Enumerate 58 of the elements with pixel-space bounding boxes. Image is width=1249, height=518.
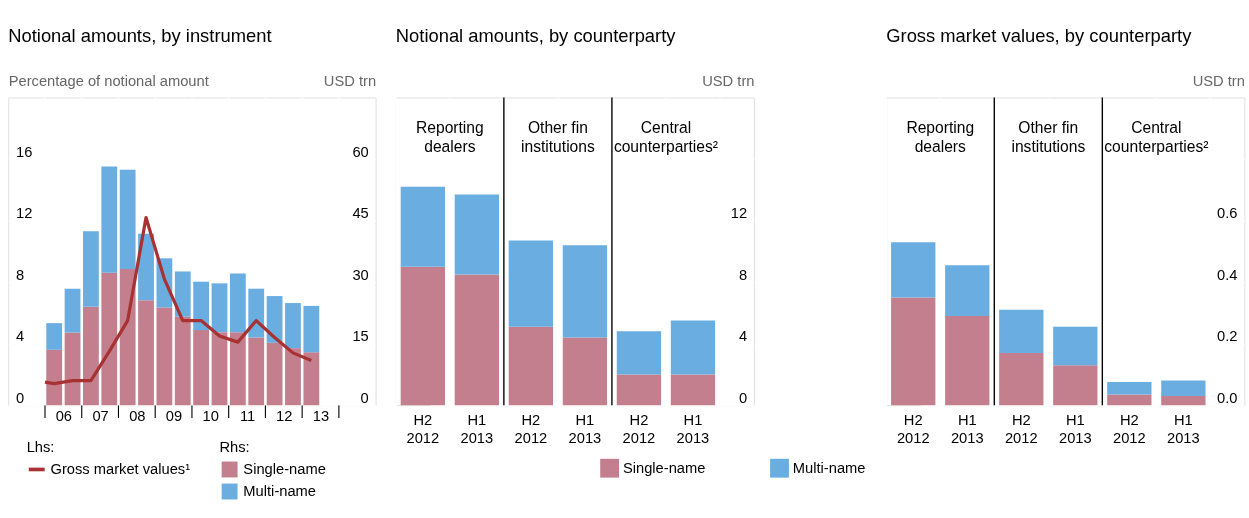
x-tick-label: H1 2013: [460, 411, 494, 447]
x-tick-label: H2 2012: [514, 411, 548, 447]
y2-tick-label: 30: [352, 266, 369, 283]
x-tick-label: H1 2013: [950, 411, 984, 447]
annotation: Central counterparties²: [1104, 118, 1209, 156]
x-tick-label: H2 2012: [896, 411, 930, 447]
y-tick-label: 8: [738, 266, 748, 283]
x-tick-label: 08: [129, 408, 146, 425]
y-tick-label: 8: [16, 266, 25, 283]
y-tick-label: 4: [16, 328, 25, 345]
x-tick-label: H2 2012: [406, 411, 440, 447]
x-tick-label: 10: [202, 408, 219, 425]
x-tick-label: H2 2012: [622, 411, 656, 447]
y-tick-label: 0: [738, 389, 748, 406]
x-tick-label: 07: [92, 408, 109, 425]
y-tick-label: 0: [16, 389, 25, 406]
y-axis-title: USD trn: [702, 73, 755, 90]
x-tick-label: 06: [55, 408, 72, 425]
x-tick-label: 09: [165, 408, 183, 425]
chart-title: Notional amounts, by counterparty: [395, 25, 677, 47]
x-tick-label: 11: [239, 408, 256, 425]
y-tick-label: 12: [730, 205, 748, 222]
x-tick-label: 13: [312, 408, 330, 425]
annotation: Central counterparties²: [613, 118, 718, 156]
legend-label: Multi-name: [243, 483, 317, 500]
y-tick-label: 16: [16, 143, 33, 160]
y2-tick-label: 60: [352, 143, 369, 160]
chart-title: Notional amounts, by instrument: [8, 25, 272, 47]
y-tick-label: 0.6: [1217, 205, 1238, 222]
chart-title: Gross market values, by counterparty: [886, 25, 1193, 47]
legend-label: Single-name: [243, 461, 326, 478]
legend-label: Multi-name: [792, 459, 866, 476]
y2-tick-label: 45: [352, 205, 369, 222]
text: Rhs:: [219, 439, 250, 456]
y-tick-label: 12: [16, 205, 33, 222]
x-tick-label: 12: [276, 408, 293, 425]
x-tick-label: H1 2013: [568, 411, 602, 447]
y-axis-title: Percentage of notional amount: [8, 73, 209, 90]
legend-label: Single-name: [622, 459, 706, 476]
x-tick-label: H1 2013: [676, 411, 710, 447]
y2-tick-label: 0: [360, 389, 369, 406]
annotation: Other fin institutions: [521, 118, 595, 156]
x-tick-label: H2 2012: [1004, 411, 1038, 447]
x-tick-label: H1 2013: [1058, 411, 1092, 447]
y-tick-label: 0.2: [1217, 328, 1238, 345]
x-tick-label: H2 2012: [1113, 411, 1146, 447]
x-tick-label: H1 2013: [1167, 411, 1200, 447]
y-tick-label: 0.4: [1217, 266, 1238, 283]
y2-tick-label: 15: [352, 328, 369, 345]
annotation: Reporting dealers: [906, 118, 975, 156]
y2-axis-title: USD trn: [323, 73, 377, 90]
y-tick-label: 4: [738, 328, 748, 345]
legend-label: Gross market values¹: [50, 461, 191, 478]
y-axis-title: USD trn: [1192, 73, 1245, 90]
y-tick-label: 0.0: [1217, 389, 1238, 406]
text: Lhs:: [26, 439, 55, 456]
annotation: Reporting dealers: [416, 118, 484, 156]
annotation: Other fin institutions: [1011, 118, 1086, 156]
